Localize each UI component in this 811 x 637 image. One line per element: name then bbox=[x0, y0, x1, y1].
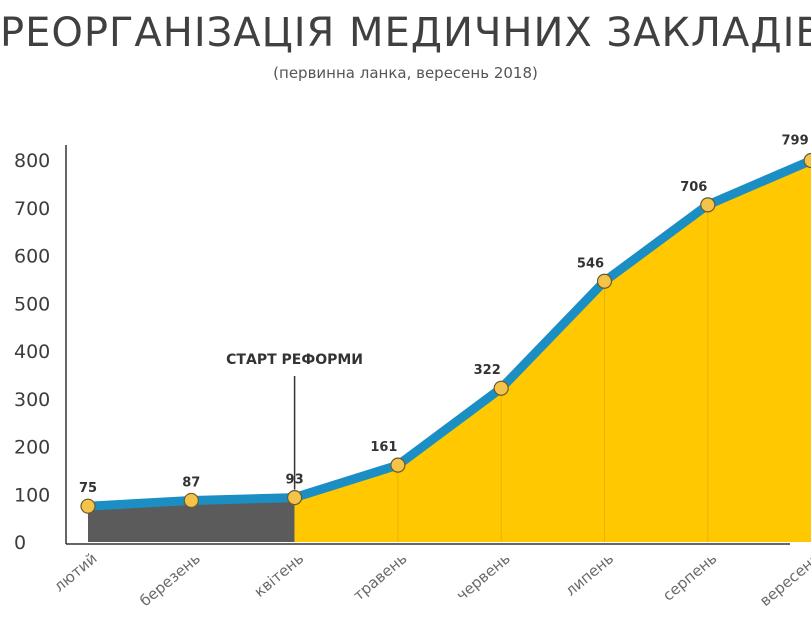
y-tick-label: 200 bbox=[14, 437, 50, 459]
y-tick-label: 100 bbox=[14, 484, 50, 506]
x-tick-label: липень bbox=[562, 549, 617, 599]
reform-annotation: СТАРТ РЕФОРМИ bbox=[226, 352, 363, 490]
x-tick-label: серпень bbox=[659, 549, 720, 604]
month-dividers bbox=[397, 204, 709, 542]
data-label: 706 bbox=[680, 180, 707, 195]
y-tick-label: 0 bbox=[14, 532, 26, 554]
x-axis-ticks: лютий березень квітень травень червень липень… bbox=[50, 549, 811, 610]
data-label: 87 bbox=[182, 475, 200, 490]
data-point bbox=[390, 457, 406, 473]
y-tick-label: 500 bbox=[14, 293, 50, 315]
x-tick-label: лютий bbox=[50, 549, 100, 595]
x-tick-label: червень bbox=[453, 549, 514, 604]
data-point bbox=[80, 498, 96, 514]
data-point bbox=[803, 152, 811, 169]
y-tick-label: 600 bbox=[14, 246, 50, 268]
data-point bbox=[493, 380, 509, 396]
data-label: 93 bbox=[286, 473, 304, 488]
x-tick-label: травень bbox=[350, 549, 411, 604]
data-label: 799 bbox=[782, 133, 809, 148]
chart-title: РЕОРГАНІЗАЦІЯ МЕДИЧНИХ ЗАКЛАДІВ bbox=[0, 10, 811, 56]
data-point bbox=[700, 197, 716, 213]
x-tick-label: березень bbox=[136, 549, 204, 610]
chart-subtitle: (первинна ланка, вересень 2018) bbox=[273, 64, 538, 82]
data-label: 322 bbox=[474, 363, 501, 378]
data-points bbox=[80, 152, 811, 514]
x-tick-label: квітень bbox=[251, 549, 308, 601]
axes bbox=[65, 145, 790, 545]
data-point bbox=[183, 492, 199, 509]
y-tick-label: 800 bbox=[14, 150, 50, 172]
y-tick-label: 700 bbox=[14, 198, 50, 220]
y-tick-label: 300 bbox=[14, 389, 50, 411]
data-label: 161 bbox=[370, 440, 397, 455]
data-point bbox=[596, 273, 613, 289]
series-line-path bbox=[83, 155, 811, 511]
data-label: 75 bbox=[79, 481, 97, 496]
reform-start-label: СТАРТ РЕФОРМИ bbox=[226, 352, 363, 368]
series-line bbox=[83, 155, 811, 511]
data-label: 546 bbox=[577, 256, 604, 271]
area-before-reform bbox=[88, 497, 295, 542]
area-after-reform bbox=[294, 160, 811, 542]
y-axis-ticks: 0 100 200 300 400 500 600 700 800 bbox=[14, 150, 50, 554]
data-labels: 75 87 93 161 322 546 706 799 bbox=[79, 133, 809, 496]
y-tick-label: 400 bbox=[14, 341, 50, 363]
data-point bbox=[287, 489, 303, 506]
x-tick-label: вересень bbox=[756, 549, 811, 610]
